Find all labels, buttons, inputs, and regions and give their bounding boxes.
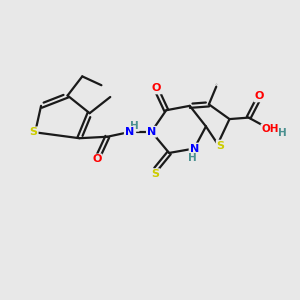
- Text: N: N: [125, 127, 134, 137]
- Text: H: H: [188, 153, 197, 163]
- Text: N: N: [190, 143, 199, 154]
- Text: H: H: [130, 121, 139, 131]
- Text: OH: OH: [261, 124, 279, 134]
- Text: O: O: [92, 154, 102, 164]
- Text: S: S: [30, 127, 38, 137]
- Text: O: O: [152, 83, 161, 94]
- Text: H: H: [278, 128, 286, 138]
- Text: S: S: [151, 169, 159, 179]
- Text: N: N: [147, 127, 156, 137]
- Text: O: O: [254, 92, 264, 101]
- Text: S: S: [217, 141, 225, 151]
